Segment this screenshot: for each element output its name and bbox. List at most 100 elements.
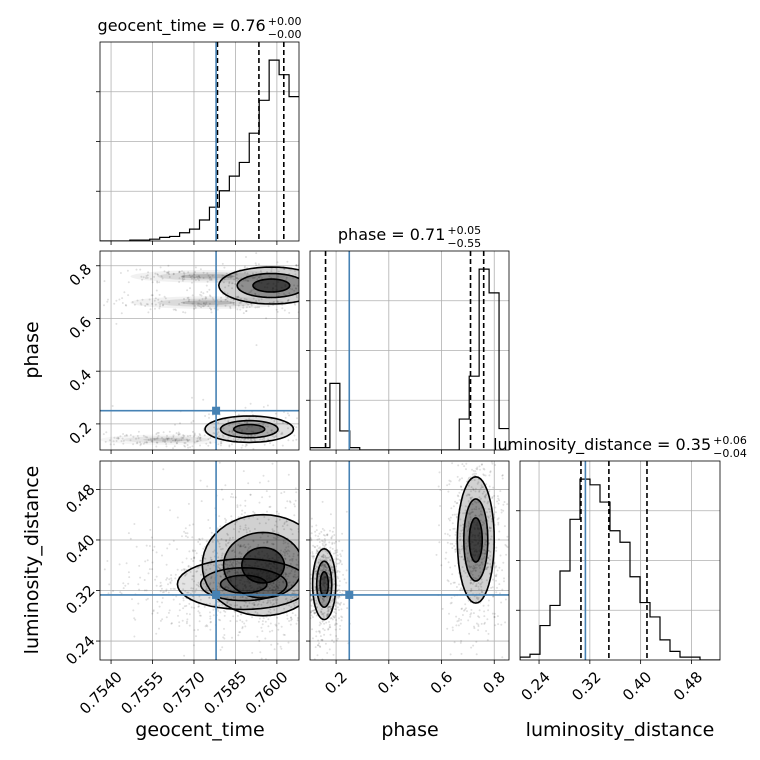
density-panel-phase-vs-luminosity_distance-sample-point (305, 540, 307, 542)
density-panel-phase-vs-luminosity_distance-sample-point (448, 612, 450, 615)
density-panel-phase-vs-luminosity_distance-sample-point (323, 563, 326, 566)
density-panel-geocent_time-vs-phase-sample-point (30, 296, 32, 298)
density-panel-phase-vs-luminosity_distance-sample-point (322, 592, 325, 595)
density-panel-geocent_time-vs-luminosity_distance-sample-point (271, 584, 273, 587)
density-panel-geocent_time-vs-luminosity_distance-sample-point (277, 628, 280, 631)
density-panel-phase-vs-luminosity_distance-sample-point (310, 610, 313, 612)
density-panel-geocent_time-vs-luminosity_distance-sample-point (290, 584, 293, 587)
density-panel-geocent_time-vs-luminosity_distance-sample-point (191, 536, 194, 539)
density-panel-geocent_time-vs-luminosity_distance-sample-point (119, 591, 122, 594)
density-panel-phase-vs-luminosity_distance-sample-point (501, 477, 504, 480)
density-panel-geocent_time-vs-phase-sample-point (266, 425, 269, 428)
density-panel-phase-vs-luminosity_distance-sample-point (317, 573, 320, 576)
density-panel-geocent_time-vs-luminosity_distance-sample-point (170, 622, 173, 625)
density-panel-geocent_time-vs-phase-sample-point (276, 261, 279, 264)
density-panel-geocent_time-vs-luminosity_distance-sample-point (244, 596, 247, 599)
density-panel-geocent_time-vs-phase-sample-point (162, 431, 165, 434)
density-panel-geocent_time-vs-luminosity_distance-sample-point (143, 589, 146, 592)
density-panel-geocent_time-vs-phase-sample-point (295, 294, 298, 297)
density-panel-geocent_time-vs-phase-sample-point (240, 297, 242, 300)
density-panel-phase-vs-luminosity_distance-frame (309, 460, 510, 661)
density-panel-geocent_time-vs-phase-density-fill-1-0 (205, 416, 294, 443)
density-panel-geocent_time-vs-luminosity_distance-sample-point (294, 601, 297, 604)
density-panel-phase-vs-luminosity_distance-sample-point (454, 548, 457, 551)
density-panel-geocent_time-vs-luminosity_distance-sample-point (282, 550, 285, 553)
density-panel-geocent_time-vs-phase-sample-point (139, 444, 142, 447)
density-panel-phase-vs-luminosity_distance-sample-point (304, 593, 306, 595)
density-panel-phase-vs-luminosity_distance-sample-point (448, 519, 451, 522)
density-panel-geocent_time-vs-luminosity_distance-sample-point (212, 550, 215, 553)
density-panel-geocent_time-vs-luminosity_distance-sample-point (247, 547, 250, 550)
density-panel-geocent_time-vs-luminosity_distance-sample-point (274, 598, 277, 600)
density-panel-geocent_time-vs-luminosity_distance-sample-point (295, 596, 298, 598)
density-panel-geocent_time-vs-luminosity_distance-sample-point (221, 589, 224, 592)
density-panel-phase-vs-luminosity_distance-sample-point (321, 568, 324, 571)
density-panel-phase-vs-luminosity_distance-sample-point (495, 591, 498, 594)
density-panel-phase-vs-luminosity_distance-sample-point (317, 547, 320, 550)
density-panel-phase-vs-luminosity_distance-sample-point (478, 588, 480, 591)
density-panel-geocent_time-vs-phase-sample-point (164, 441, 167, 443)
density-panel-phase-vs-luminosity_distance-sample-point (318, 631, 321, 634)
density-panel-geocent_time-vs-luminosity_distance-sample-point (162, 468, 165, 471)
density-panel-geocent_time-vs-luminosity_distance-sample-point (272, 582, 275, 585)
density-panel-geocent_time-vs-luminosity_distance-sample-point (267, 480, 270, 483)
density-panel-geocent_time-vs-phase-sample-point (268, 275, 271, 278)
density-panel-phase-vs-luminosity_distance-sample-point (477, 481, 480, 484)
density-panel-phase-vs-luminosity_distance-sample-point (503, 525, 506, 528)
density-panel-geocent_time-vs-phase-sample-point (254, 293, 257, 296)
density-panel-geocent_time-vs-phase-sample-point (205, 301, 208, 304)
density-panel-phase-vs-luminosity_distance-sample-point (326, 607, 329, 610)
density-panel-geocent_time-vs-luminosity_distance-sample-point (289, 616, 292, 619)
density-panel-geocent_time-vs-phase-sample-point (117, 436, 119, 439)
density-panel-phase-vs-luminosity_distance-sample-point (490, 535, 493, 538)
density-panel-geocent_time-vs-luminosity_distance-sample-point (191, 575, 194, 578)
density-panel-geocent_time-vs-phase-sample-point (209, 276, 212, 279)
density-panel-geocent_time-vs-phase-sample-point (220, 300, 223, 302)
density-panel-geocent_time-vs-phase-sample-point (198, 276, 201, 279)
density-panel-geocent_time-vs-luminosity_distance-sample-point (209, 611, 211, 614)
density-panel-geocent_time-vs-luminosity_distance-sample-point (118, 563, 121, 566)
density-panel-phase-vs-luminosity_distance-sample-point (312, 557, 315, 560)
density-panel-geocent_time-vs-phase-sample-point (245, 443, 248, 446)
density-panel-geocent_time-vs-luminosity_distance-sample-point (222, 636, 225, 639)
density-panel-geocent_time-vs-phase-sample-point (160, 300, 163, 303)
density-panel-phase-vs-luminosity_distance-sample-point (337, 597, 340, 599)
density-panel-phase-vs-luminosity_distance-sample-point (325, 557, 328, 560)
density-panel-geocent_time-vs-luminosity_distance-sample-point (282, 581, 285, 584)
density-panel-phase-vs-luminosity_distance-sample-point (468, 512, 471, 515)
density-panel-phase-vs-luminosity_distance-sample-point (452, 527, 455, 530)
density-panel-phase-vs-luminosity_distance-sample-point (486, 515, 489, 518)
density-panel-geocent_time-vs-luminosity_distance-sample-point (239, 544, 242, 546)
density-panel-geocent_time-vs-luminosity_distance-sample-point (172, 539, 175, 542)
density-panel-phase-vs-luminosity_distance-sample-point (317, 630, 320, 633)
density-panel-geocent_time-vs-luminosity_distance-sample-point (306, 557, 308, 559)
density-panel-geocent_time-vs-luminosity_distance-sample-point (292, 590, 295, 593)
density-panel-phase-vs-luminosity_distance-sample-point (481, 492, 484, 495)
density-panel-geocent_time-vs-phase-sample-point (273, 436, 276, 439)
density-panel-phase-vs-luminosity_distance-sample-point (324, 569, 327, 571)
density-panel-geocent_time-vs-luminosity_distance-sample-point (248, 602, 251, 605)
density-panel-geocent_time-vs-luminosity_distance-sample-point (288, 620, 291, 622)
density-panel-geocent_time-vs-luminosity_distance-sample-point (284, 572, 287, 575)
density-panel-geocent_time-vs-luminosity_distance-sample-point (300, 546, 302, 548)
density-panel-geocent_time-vs-luminosity_distance-sample-point (276, 642, 279, 645)
density-panel-geocent_time-vs-luminosity_distance-sample-point (194, 590, 197, 593)
density-panel-geocent_time-vs-phase-sample-point (250, 439, 253, 442)
density-panel-geocent_time-vs-luminosity_distance-sample-point (235, 520, 238, 523)
density-panel-phase-vs-luminosity_distance-sample-point (469, 666, 471, 668)
density-panel-geocent_time-vs-phase-sample-point (259, 427, 261, 430)
density-panel-phase-vs-luminosity_distance-sample-point (337, 602, 340, 605)
density-panel-geocent_time-vs-phase-sample-point (259, 438, 261, 441)
density-panel-geocent_time-vs-luminosity_distance-sample-point (218, 567, 221, 570)
density-panel-geocent_time-vs-phase-sample-point (207, 305, 210, 308)
density-panel-phase-vs-luminosity_distance-sample-point (326, 533, 329, 536)
density-panel-geocent_time-vs-luminosity_distance-sample-point (288, 581, 291, 584)
density-panel-geocent_time-vs-phase-sample-point (252, 447, 255, 450)
density-panel-phase-vs-luminosity_distance-sample-point (465, 458, 467, 460)
density-panel-phase-vs-luminosity_distance-sample-point (472, 487, 475, 490)
density-panel-geocent_time-vs-luminosity_distance-sample-point (234, 523, 236, 526)
density-panel-geocent_time-vs-luminosity_distance-sample-point (303, 558, 305, 560)
density-panel-phase-vs-luminosity_distance-sample-point (321, 591, 324, 594)
hist-marks-geocent_time (100, 42, 299, 241)
density-panel-phase-vs-luminosity_distance-sample-point (321, 598, 324, 600)
